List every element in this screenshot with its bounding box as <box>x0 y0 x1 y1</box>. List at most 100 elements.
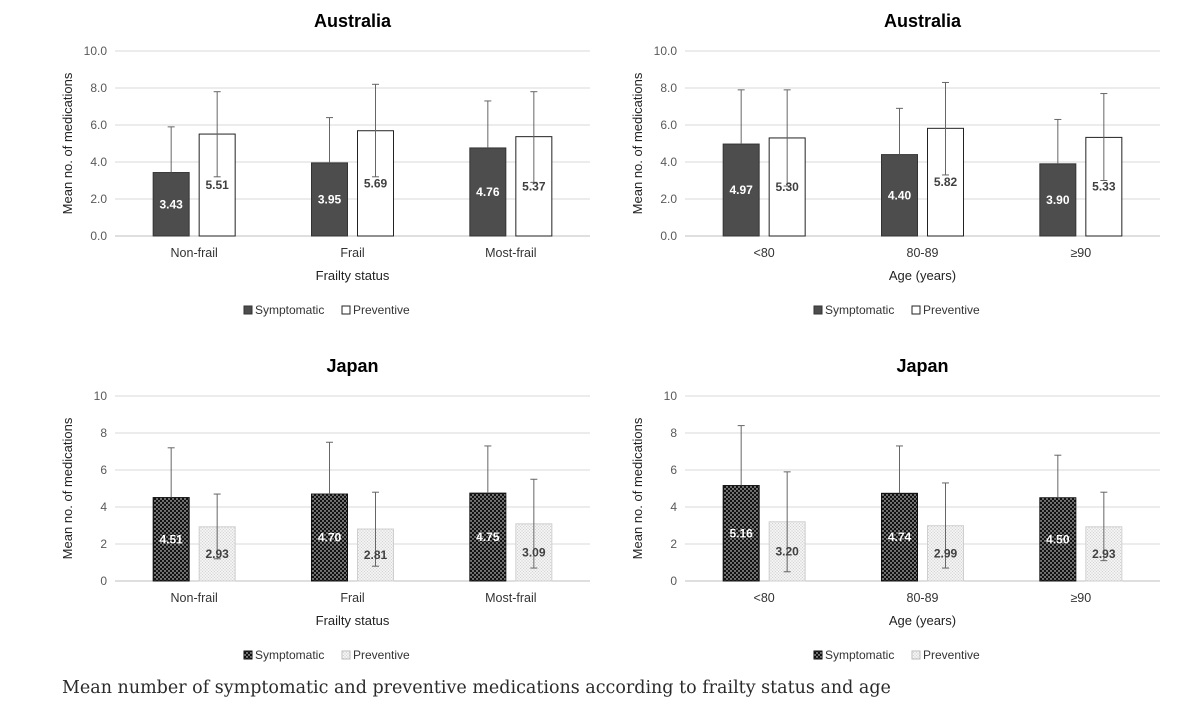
bar-symptomatic <box>1039 163 1077 237</box>
legend-label: Preventive <box>923 648 980 662</box>
y-axis-label: Mean no. of medications <box>630 72 645 214</box>
y-tick-label: 8.0 <box>660 81 677 95</box>
x-tick-label: Non-frail <box>171 246 218 260</box>
x-tick-label: ≥90 <box>1070 246 1091 260</box>
y-tick-label: 0.0 <box>90 229 107 243</box>
x-tick-label: <80 <box>754 591 775 605</box>
x-axis-label: Frailty status <box>316 613 390 628</box>
y-tick-label: 0 <box>100 574 107 588</box>
data-label: 3.90 <box>1046 193 1070 207</box>
legend-label: Symptomatic <box>255 303 324 317</box>
data-label: 2.93 <box>1092 547 1116 561</box>
legend-label: Preventive <box>353 648 410 662</box>
chart-title: Australia <box>884 11 962 31</box>
legend-label: Symptomatic <box>255 648 324 662</box>
bar-symptomatic <box>152 172 190 237</box>
y-tick-label: 4 <box>100 500 107 514</box>
data-label: 4.51 <box>159 532 183 546</box>
bar-symptomatic <box>722 485 760 582</box>
y-axis-label: Mean no. of medications <box>630 417 645 559</box>
data-label: 5.51 <box>205 178 229 192</box>
legend-label: Preventive <box>353 303 410 317</box>
y-tick-label: 2.0 <box>90 192 107 206</box>
x-tick-label: Non-frail <box>171 591 218 605</box>
bar-symptomatic <box>722 143 760 237</box>
data-label: 4.74 <box>888 530 912 544</box>
legend-swatch <box>813 650 823 660</box>
data-label: 5.37 <box>522 179 546 193</box>
x-axis-label: Age (years) <box>889 613 956 628</box>
legend-swatch <box>341 650 351 660</box>
chart-title: Japan <box>896 356 948 376</box>
data-label: 4.70 <box>318 531 342 545</box>
figure-caption: Mean number of symptomatic and preventiv… <box>62 678 891 698</box>
legend-swatch <box>911 650 921 660</box>
x-tick-label: <80 <box>754 246 775 260</box>
data-label: 4.97 <box>729 183 753 197</box>
y-tick-label: 8 <box>670 426 677 440</box>
y-tick-label: 2 <box>670 537 677 551</box>
data-label: 5.30 <box>775 180 799 194</box>
data-label: 5.33 <box>1092 180 1116 194</box>
legend-swatch <box>243 305 253 315</box>
data-label: 3.09 <box>522 545 546 559</box>
y-tick-label: 8.0 <box>90 81 107 95</box>
legend-label: Symptomatic <box>825 648 894 662</box>
y-tick-label: 6.0 <box>660 118 677 132</box>
y-tick-label: 8 <box>100 426 107 440</box>
y-tick-label: 2 <box>100 537 107 551</box>
y-axis-label: Mean no. of medications <box>60 417 75 559</box>
legend-swatch <box>341 305 351 315</box>
legend-label: Symptomatic <box>825 303 894 317</box>
data-label: 3.20 <box>775 544 799 558</box>
data-label: 5.69 <box>364 176 388 190</box>
chart-svg: Australia 0.0 2.0 4.0 6.0 8.0 10.0 Mean no. of … <box>630 11 1160 317</box>
y-axis-label: Mean no. of medications <box>60 72 75 214</box>
data-label: 4.50 <box>1046 532 1070 546</box>
y-tick-label: 6 <box>100 463 107 477</box>
y-tick-label: 10 <box>94 389 108 403</box>
y-tick-label: 4.0 <box>90 155 107 169</box>
data-label: 5.82 <box>934 175 958 189</box>
y-tick-label: 6 <box>670 463 677 477</box>
x-axis-label: Age (years) <box>889 268 956 283</box>
x-tick-label: Frail <box>340 246 364 260</box>
data-label: 3.95 <box>318 192 342 206</box>
legend-swatch <box>911 305 921 315</box>
x-tick-label: 80-89 <box>907 591 939 605</box>
chart-svg: Australia 0.0 2.0 4.0 6.0 8.0 10.0 Mean no. of … <box>60 11 590 317</box>
data-label: 2.93 <box>205 547 229 561</box>
x-tick-label: Most-frail <box>485 246 536 260</box>
bar-symptomatic <box>152 497 190 582</box>
chart-japan-frailty: Japan 0 2 4 6 8 10 Mean no. of medications 4.51 2… <box>20 350 600 690</box>
x-axis-label: Frailty status <box>316 268 390 283</box>
data-label: 2.81 <box>364 548 388 562</box>
chart-japan-age: Japan 0 2 4 6 8 10 Mean no. of medications 5.16 3… <box>590 350 1170 690</box>
y-tick-label: 0.0 <box>660 229 677 243</box>
y-tick-label: 0 <box>670 574 677 588</box>
x-tick-label: 80-89 <box>907 246 939 260</box>
bar-symptomatic <box>469 147 507 237</box>
chart-australia-frailty: Australia 0.0 2.0 4.0 6.0 8.0 10.0 Mean no. of … <box>20 5 600 345</box>
data-label: 3.43 <box>159 197 183 211</box>
data-label: 5.16 <box>729 526 753 540</box>
y-tick-label: 4.0 <box>660 155 677 169</box>
y-tick-label: 10.0 <box>84 44 108 58</box>
legend-swatch <box>243 650 253 660</box>
x-tick-label: Frail <box>340 591 364 605</box>
legend-label: Preventive <box>923 303 980 317</box>
chart-title: Japan <box>326 356 378 376</box>
y-tick-label: 4 <box>670 500 677 514</box>
chart-svg: Japan 0 2 4 6 8 10 Mean no. of medications 4.51 2… <box>60 356 590 662</box>
y-tick-label: 2.0 <box>660 192 677 206</box>
chart-australia-age: Australia 0.0 2.0 4.0 6.0 8.0 10.0 Mean no. of … <box>590 5 1170 345</box>
legend-swatch <box>813 305 823 315</box>
x-tick-label: Most-frail <box>485 591 536 605</box>
data-label: 4.75 <box>476 530 500 544</box>
bar-symptomatic <box>469 492 507 582</box>
y-tick-label: 6.0 <box>90 118 107 132</box>
chart-svg: Japan 0 2 4 6 8 10 Mean no. of medications 5.16 3… <box>630 356 1160 662</box>
y-tick-label: 10.0 <box>654 44 678 58</box>
data-label: 4.40 <box>888 188 912 202</box>
x-tick-label: ≥90 <box>1070 591 1091 605</box>
